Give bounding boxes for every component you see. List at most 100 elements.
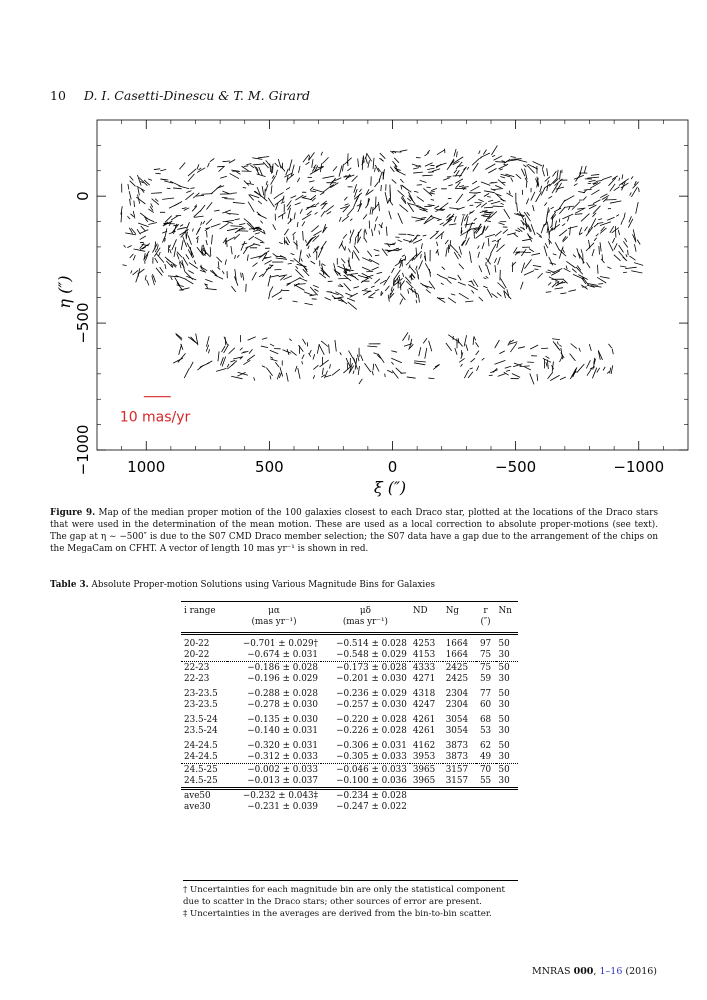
pm-vector	[341, 299, 348, 305]
pm-vector	[586, 262, 591, 269]
table-cell: 75	[479, 650, 492, 660]
pm-vector	[358, 378, 363, 385]
col-mua-unit: (mas yr⁻¹)	[227, 617, 321, 635]
pm-vector	[228, 159, 236, 164]
pm-vector	[630, 176, 634, 180]
pm-vector	[472, 279, 479, 288]
pm-vector	[205, 227, 211, 230]
pm-vector	[286, 173, 295, 181]
page-range-link[interactable]: 1–16	[599, 966, 623, 977]
pm-vector	[285, 168, 289, 176]
pm-vector	[491, 155, 496, 158]
pm-vector	[399, 293, 406, 301]
pm-vector	[308, 155, 310, 161]
pm-vector	[301, 195, 307, 199]
pm-vector	[345, 292, 353, 297]
pm-vector	[189, 361, 194, 368]
pm-vector	[343, 269, 348, 274]
table-cell: −0.305 ± 0.033	[336, 752, 407, 762]
pm-vector	[354, 237, 357, 245]
pm-vector	[364, 288, 368, 291]
pm-vector	[465, 344, 469, 351]
pm-vector	[409, 338, 413, 349]
table-row: 24.5-25 −0.013 ± 0.037 −0.100 ± 0.036 3965 3…	[181, 776, 518, 789]
pm-vector	[179, 260, 185, 268]
pm-vector	[429, 268, 431, 277]
pm-vector	[274, 162, 279, 168]
pm-vector	[241, 242, 248, 245]
pm-vector	[465, 300, 474, 303]
pm-vector	[261, 252, 268, 262]
pm-vector	[369, 206, 372, 215]
pm-vector	[322, 186, 331, 193]
pm-vector	[172, 230, 176, 233]
pm-vector	[198, 167, 202, 171]
pm-vector	[139, 243, 151, 251]
pm-vector	[211, 234, 213, 245]
pm-vector	[319, 359, 329, 368]
pm-vector	[357, 203, 363, 213]
pm-vector	[615, 214, 620, 217]
pm-vector	[344, 203, 349, 206]
pm-vector	[491, 240, 497, 242]
pm-vector	[457, 274, 462, 281]
pm-vector	[148, 222, 157, 225]
pm-vector	[565, 265, 568, 270]
pm-vector	[393, 157, 400, 164]
page-number: 10	[50, 88, 66, 103]
pm-vector	[360, 277, 369, 283]
pm-vector	[572, 367, 578, 378]
pm-vector	[524, 220, 529, 227]
pm-vector	[481, 357, 485, 361]
pm-vector	[401, 184, 409, 191]
pm-vector	[559, 170, 561, 180]
pm-vector	[513, 247, 518, 254]
table-cell: 30	[498, 674, 510, 684]
pm-vector	[508, 341, 518, 345]
pm-vector	[498, 222, 505, 226]
pm-vector	[627, 249, 629, 256]
pm-vector	[286, 200, 292, 207]
pm-vector	[137, 222, 149, 228]
pm-vector	[491, 293, 498, 299]
pm-vector	[137, 194, 141, 204]
pm-vector	[448, 215, 454, 219]
pm-vector	[511, 373, 521, 378]
pm-vector	[392, 160, 398, 168]
pm-vector	[248, 194, 254, 201]
table-cell: −0.231 ± 0.039	[247, 802, 318, 812]
pm-vector	[205, 239, 208, 246]
pm-vector	[271, 291, 282, 298]
pm-vector	[595, 233, 599, 237]
pm-vector	[217, 351, 220, 362]
pm-vector	[179, 262, 182, 269]
pm-vector	[522, 238, 531, 242]
pm-vector	[486, 288, 493, 298]
pm-vector	[392, 150, 397, 154]
pm-vector	[308, 352, 312, 357]
pm-vector	[430, 191, 435, 193]
pm-vector	[352, 370, 355, 375]
pm-vector	[353, 286, 360, 289]
vector-field	[120, 145, 644, 385]
pm-vector	[160, 169, 167, 172]
pm-vector	[487, 238, 490, 247]
pm-vector	[228, 213, 239, 215]
pm-vector	[548, 240, 550, 245]
pm-vector	[365, 204, 369, 209]
pm-vector	[311, 166, 316, 172]
pm-vector	[200, 221, 203, 226]
pm-vector	[366, 152, 372, 162]
pm-vector	[532, 265, 542, 268]
pm-vector	[458, 185, 465, 188]
pm-vector	[268, 291, 271, 300]
pm-vector	[392, 278, 395, 285]
table-cell: −0.196 ± 0.029	[247, 674, 318, 684]
pm-vector	[290, 164, 295, 177]
pm-vector	[614, 226, 617, 238]
pm-vector	[444, 239, 449, 245]
pm-vector	[189, 247, 193, 256]
pm-vector	[350, 274, 359, 281]
pm-vector	[233, 356, 244, 360]
pm-vector	[277, 158, 282, 169]
